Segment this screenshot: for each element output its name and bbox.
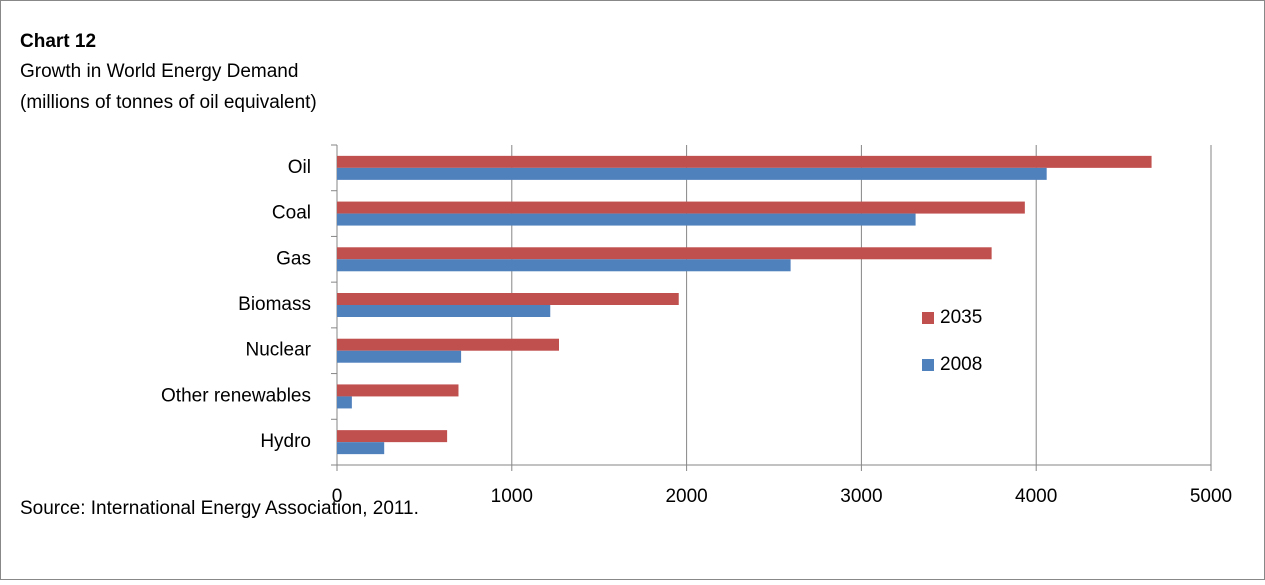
y-tick-label: Nuclear [246,340,312,361]
bar [337,396,352,409]
bar [337,350,462,363]
chart-title: Chart 12 [20,31,96,52]
y-tick-label: Oil [288,157,311,178]
bar [337,338,559,351]
x-tick-label: 3000 [840,486,882,507]
bar [337,201,1025,214]
bar [337,247,992,260]
chart-subtitle: (millions of tonnes of oil equivalent) [20,92,317,113]
x-tick-label: 5000 [1190,486,1232,507]
source: Source: International Energy Association… [20,498,419,519]
y-tick-label: Hydro [260,431,311,452]
y-tick-label: Coal [272,203,311,224]
x-tick-label: 1000 [491,486,533,507]
x-tick-label: 4000 [1015,486,1057,507]
bar [337,293,679,305]
y-tick-label: Biomass [238,294,311,315]
legend-swatch [922,359,934,371]
legend-swatch [922,312,934,324]
x-tick-label: 0 [332,486,343,507]
legend-label: 2035 [940,307,982,328]
bar [337,442,385,455]
bar [337,305,551,317]
bar [337,167,1047,180]
y-tick-label: Other renewables [161,385,311,406]
bar [337,259,791,272]
bar [337,384,459,397]
y-tick-label: Gas [276,248,311,269]
bar [337,430,448,443]
chart-subtitle: Growth in World Energy Demand [20,61,298,82]
x-tick-label: 2000 [665,486,707,507]
bar [337,213,916,226]
bar [337,155,1152,168]
legend-label: 2008 [940,354,982,375]
